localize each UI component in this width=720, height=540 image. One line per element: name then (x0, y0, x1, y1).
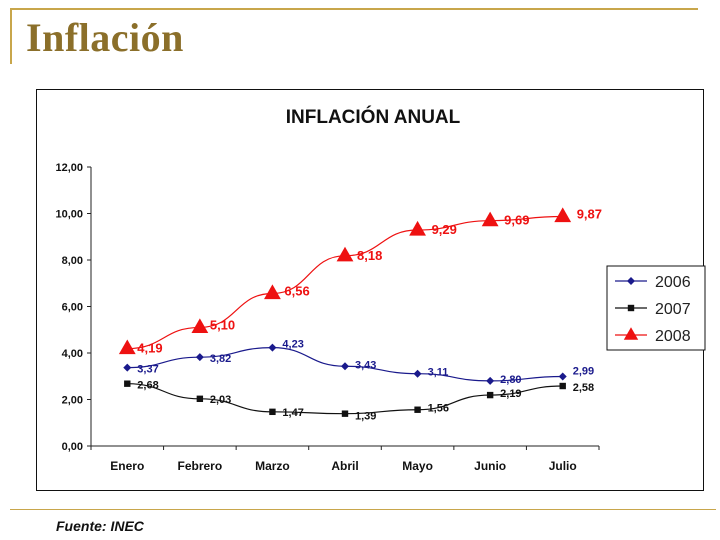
data-point-2006 (123, 363, 132, 372)
data-label-2006: 2,80 (500, 374, 521, 386)
data-point-2007 (124, 380, 131, 387)
data-label-2008: 6,56 (284, 283, 309, 298)
chart-frame (36, 89, 704, 491)
data-point-2006 (195, 353, 204, 362)
y-tick-label: 0,00 (62, 441, 83, 453)
series-line-2007 (127, 383, 563, 415)
data-label-2006: 3,11 (428, 367, 449, 379)
legend-marker-2008 (623, 327, 639, 340)
legend-marker-2007 (627, 304, 635, 312)
data-label-2006: 2,99 (573, 365, 594, 377)
data-point-2008 (336, 246, 354, 262)
data-label-2008: 9,29 (432, 222, 457, 237)
data-point-2006 (558, 372, 567, 381)
x-tick-label: Marzo (255, 459, 290, 473)
data-point-2006 (413, 369, 422, 378)
data-point-2006 (268, 343, 277, 352)
data-label-2007: 2,19 (500, 388, 521, 400)
data-point-2007 (414, 406, 421, 413)
data-label-2007: 1,39 (355, 411, 376, 423)
data-label-2008: 9,69 (504, 213, 529, 228)
data-label-2007: 2,68 (137, 380, 158, 392)
data-label-2006: 3,82 (210, 353, 231, 365)
source-note: Fuente: INEC (56, 518, 144, 534)
data-point-2007 (559, 382, 566, 390)
left-rule (10, 8, 12, 64)
data-point-2006 (486, 376, 495, 385)
slide-title: Inflación (26, 15, 184, 60)
data-point-2008 (264, 284, 281, 300)
x-tick-label: Abril (331, 459, 358, 473)
data-point-2008 (118, 339, 136, 355)
legend-label-2008: 2008 (655, 328, 691, 345)
series-line-2008 (127, 215, 563, 350)
x-tick-label: Mayo (402, 459, 433, 473)
legend-label-2006: 2006 (655, 274, 691, 291)
data-label-2008: 4,19 (137, 341, 162, 356)
x-tick-label: Julio (549, 459, 577, 473)
data-point-2008 (409, 220, 426, 236)
data-point-2008 (191, 318, 209, 334)
data-label-2007: 1,47 (282, 407, 303, 419)
chart-title: INFLACIÓN ANUAL (286, 106, 461, 128)
data-label-2007: 2,03 (210, 394, 231, 406)
y-tick-label: 12,00 (55, 162, 83, 174)
data-point-2007 (341, 410, 349, 417)
legend-marker-2006 (627, 277, 635, 285)
x-tick-label: Junio (474, 459, 506, 473)
y-tick-label: 4,00 (62, 348, 83, 360)
data-label-2006: 3,43 (355, 359, 376, 371)
bottom-rule (10, 509, 716, 510)
y-tick-label: 2,00 (62, 395, 83, 407)
data-point-2007 (486, 391, 494, 399)
legend-label-2007: 2007 (655, 301, 691, 318)
x-tick-label: Enero (110, 459, 144, 473)
data-point-2008 (481, 211, 499, 227)
data-point-2006 (341, 362, 349, 371)
x-tick-label: Febrero (178, 459, 223, 473)
y-tick-label: 8,00 (62, 255, 83, 267)
y-tick-label: 6,00 (62, 302, 83, 314)
data-label-2008: 8,18 (357, 248, 382, 263)
data-point-2008 (554, 207, 572, 223)
data-label-2006: 3,37 (137, 364, 158, 376)
top-rule (10, 8, 698, 10)
data-label-2006: 4,23 (282, 339, 303, 351)
data-label-2007: 2,58 (573, 382, 594, 394)
data-label-2007: 1,56 (428, 403, 449, 415)
data-point-2007 (196, 395, 204, 403)
data-point-2007 (269, 408, 276, 416)
data-label-2008: 5,10 (210, 317, 235, 332)
data-label-2008: 9,87 (577, 207, 602, 222)
y-tick-label: 10,00 (55, 209, 83, 221)
